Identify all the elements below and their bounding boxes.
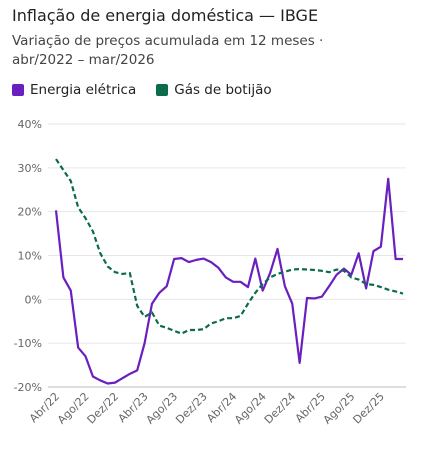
x-tick-label: Ago/22 xyxy=(55,390,92,427)
y-tick-label: 30% xyxy=(18,162,42,175)
y-tick-label: 10% xyxy=(18,250,42,263)
x-tick-label: Dez/22 xyxy=(85,390,122,427)
x-tick-label: Dez/25 xyxy=(350,390,387,427)
legend: Energia elétrica Gás de botijão xyxy=(12,82,272,98)
series-line xyxy=(55,158,404,335)
x-tick-label: Ago/23 xyxy=(144,390,181,427)
x-tick-label: Ago/24 xyxy=(232,390,269,427)
y-tick-label: -20% xyxy=(14,381,42,394)
y-tick-label: 40% xyxy=(18,118,42,131)
chart-subtitle: Variação de preços acumulada em 12 meses… xyxy=(12,33,324,68)
x-tick-label: Dez/23 xyxy=(173,390,210,427)
x-tick-label: Dez/24 xyxy=(262,390,299,427)
legend-swatch xyxy=(156,84,169,96)
y-tick-label: -10% xyxy=(14,337,42,350)
chart-title: Inflação de energia doméstica — IBGE xyxy=(12,6,319,25)
legend-label: Energia elétrica xyxy=(30,82,137,98)
legend-swatch xyxy=(12,84,24,96)
y-tick-label: 20% xyxy=(18,206,42,219)
x-tick-label: Ago/25 xyxy=(321,390,358,427)
series-line xyxy=(54,177,403,385)
legend-item: Gás de botijão xyxy=(156,82,272,98)
y-tick-label: 0% xyxy=(25,293,42,306)
legend-item: Energia elétrica xyxy=(12,82,136,98)
legend-label: Gás de botijão xyxy=(174,82,272,98)
